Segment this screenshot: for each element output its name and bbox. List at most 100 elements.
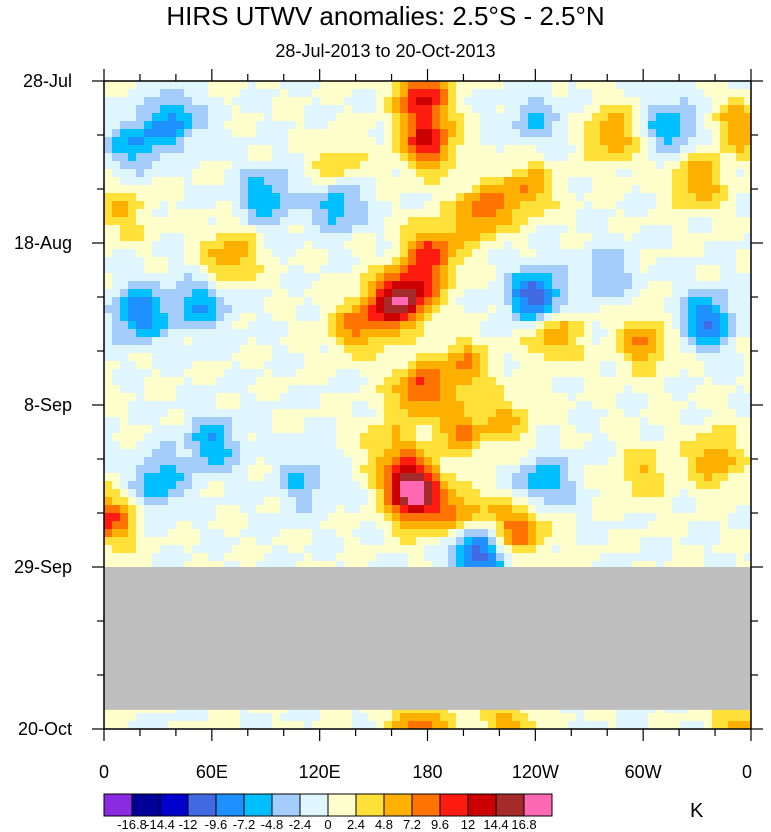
field-cell (288, 321, 297, 330)
field-cell (144, 161, 153, 170)
field-cell (616, 561, 625, 570)
field-cell (440, 313, 449, 322)
field-cell (272, 185, 281, 194)
field-cell (240, 321, 249, 330)
field-cell (280, 281, 289, 290)
field-cell (224, 321, 233, 330)
field-cell (104, 473, 113, 482)
field-cell (360, 505, 369, 514)
field-cell (432, 81, 441, 90)
field-cell (552, 361, 561, 370)
field-cell (176, 481, 185, 490)
field-cell (704, 209, 713, 218)
field-cell (632, 145, 641, 154)
field-cell (728, 209, 737, 218)
field-cell (400, 393, 409, 402)
field-cell (584, 521, 593, 530)
field-cell (488, 145, 497, 154)
field-cell (440, 401, 449, 410)
field-cell (528, 177, 537, 186)
field-cell (120, 513, 129, 522)
field-cell (464, 393, 473, 402)
field-cell (144, 169, 153, 178)
field-cell (144, 217, 153, 226)
field-cell (352, 369, 361, 378)
field-cell (664, 345, 673, 354)
field-cell (112, 105, 121, 114)
field-cell (248, 393, 257, 402)
field-cell (248, 385, 257, 394)
field-cell (552, 153, 561, 162)
field-cell (736, 561, 745, 570)
field-cell (504, 81, 513, 90)
field-cell (624, 449, 633, 458)
field-cell (592, 473, 601, 482)
field-cell (568, 209, 577, 218)
field-cell (440, 553, 449, 562)
field-cell (376, 105, 385, 114)
field-cell (224, 281, 233, 290)
field-cell (312, 329, 321, 338)
field-cell (384, 297, 393, 306)
field-cell (376, 361, 385, 370)
field-cell (696, 225, 705, 234)
field-cell (400, 425, 409, 434)
field-cell (536, 497, 545, 506)
field-cell (472, 193, 481, 202)
field-cell (440, 249, 449, 258)
field-cell (456, 537, 465, 546)
field-cell (528, 473, 537, 482)
field-cell (440, 465, 449, 474)
field-cell (648, 137, 657, 146)
field-cell (672, 217, 681, 226)
field-cell (736, 113, 745, 122)
field-cell (448, 113, 457, 122)
field-cell (736, 401, 745, 410)
field-cell (496, 313, 505, 322)
field-cell (240, 281, 249, 290)
field-cell (680, 505, 689, 514)
field-cell (152, 209, 161, 218)
field-cell (136, 145, 145, 154)
field-cell (328, 561, 337, 570)
field-cell (480, 401, 489, 410)
field-cell (336, 545, 345, 554)
field-cell (600, 193, 609, 202)
field-cell (472, 401, 481, 410)
field-cell (544, 457, 553, 466)
field-cell (584, 97, 593, 106)
field-cell (400, 457, 409, 466)
field-cell (120, 257, 129, 266)
field-cell (464, 241, 473, 250)
field-cell (736, 337, 745, 346)
field-cell (328, 137, 337, 146)
field-cell (560, 265, 569, 274)
field-cell (552, 297, 561, 306)
field-cell (368, 449, 377, 458)
field-cell (688, 433, 697, 442)
field-cell (592, 353, 601, 362)
field-cell (600, 329, 609, 338)
field-cell (328, 97, 337, 106)
field-cell (456, 137, 465, 146)
field-cell (568, 113, 577, 122)
field-cell (416, 529, 425, 538)
field-cell (352, 81, 361, 90)
field-cell (320, 489, 329, 498)
field-cell (496, 297, 505, 306)
field-cell (568, 289, 577, 298)
field-cell (248, 497, 257, 506)
field-cell (392, 385, 401, 394)
field-cell (320, 497, 329, 506)
field-cell (520, 321, 529, 330)
field-cell (704, 377, 713, 386)
field-cell (256, 225, 265, 234)
field-cell (248, 177, 257, 186)
field-cell (640, 273, 649, 282)
field-cell (328, 289, 337, 298)
field-cell (424, 329, 433, 338)
field-cell (232, 177, 241, 186)
field-cell (672, 249, 681, 258)
field-cell (576, 441, 585, 450)
field-cell (216, 337, 225, 346)
